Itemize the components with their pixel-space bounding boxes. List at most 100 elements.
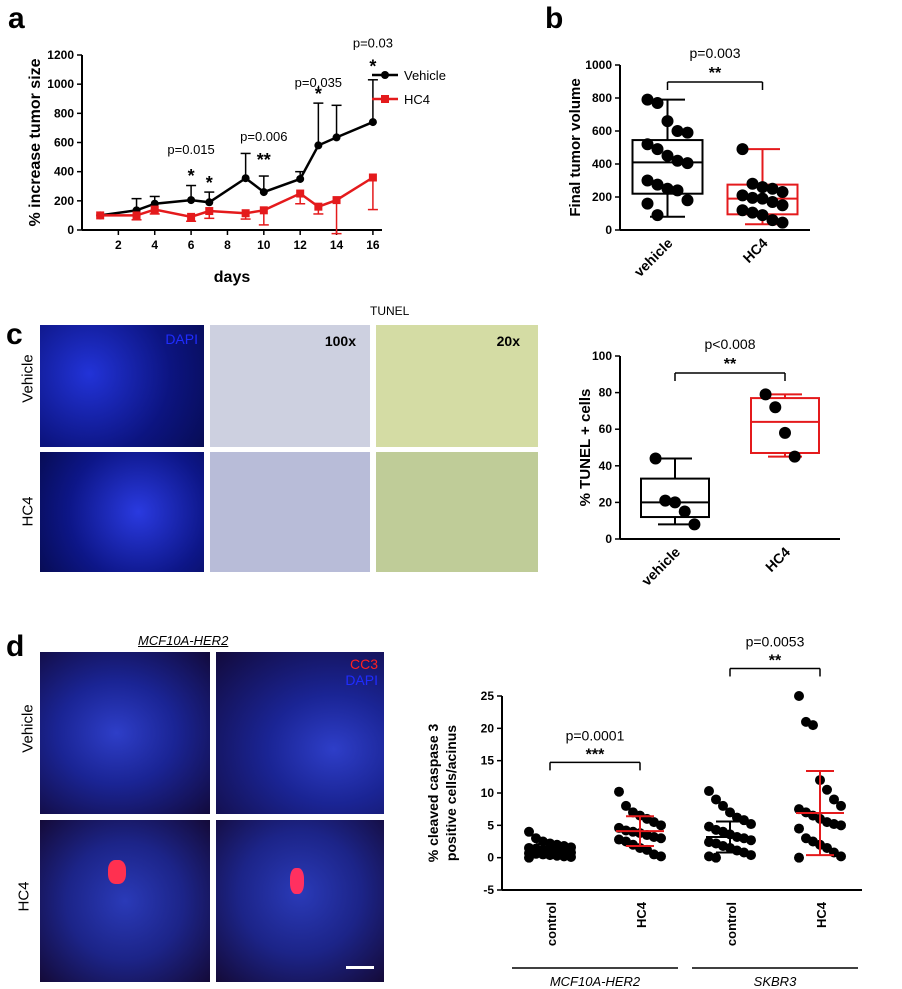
b-data-point <box>641 138 654 151</box>
panel-letter-a: a <box>8 2 25 35</box>
c-dapi-vehicle-image: DAPI <box>40 325 204 447</box>
d-data-point <box>614 786 624 797</box>
a-x-tick-label: 12 <box>294 238 308 252</box>
d-images-title: MCF10A-HER2 <box>138 633 229 648</box>
c-data-point <box>779 426 791 439</box>
c-data-point <box>788 450 801 463</box>
d-y-tick-label: 0 <box>487 851 494 865</box>
b-data-point <box>776 216 789 229</box>
d-y-tick-label: 20 <box>481 721 495 735</box>
d-data-point <box>794 691 804 701</box>
a-point-hc4 <box>259 206 268 215</box>
c-y-axis-label: % TUNEL + cells <box>577 389 594 507</box>
c-y-tick-label: 0 <box>605 532 612 546</box>
d-data-point <box>524 826 534 837</box>
c-data-point <box>769 401 782 414</box>
b-data-point <box>661 182 674 195</box>
a-point-vehicle <box>259 188 268 197</box>
b-data-point <box>776 199 789 212</box>
d-row-label-hc4: HC4 <box>15 881 33 912</box>
d-y-tick-label: 15 <box>481 754 495 768</box>
d-data-point <box>656 820 666 831</box>
d-scale-bar <box>346 966 374 969</box>
b-data-point <box>746 191 759 204</box>
a-annotation: p=0.03 <box>353 36 393 51</box>
a-x-tick-label: 14 <box>330 238 344 252</box>
b-data-point <box>736 204 749 217</box>
a-point-hc4 <box>296 189 305 198</box>
chart-c-tunel: 0 20 40 60 80 100 % TUNEL + cells vehicle HC4 p<0… <box>577 336 840 589</box>
a-y-tick-label: 200 <box>54 194 74 208</box>
a-x-tick-label: 8 <box>224 238 231 252</box>
d-data-point <box>822 784 832 795</box>
d-stars: *** <box>586 746 605 763</box>
a-point-vehicle <box>241 174 250 183</box>
c-stars: ** <box>724 356 737 373</box>
a-point-hc4 <box>332 196 341 205</box>
d-p-value: p=0.0053 <box>746 636 805 649</box>
panel-letter-b: b <box>545 2 564 35</box>
b-data-point <box>651 209 664 222</box>
d-data-point <box>725 807 735 818</box>
c-category-label: HC4 <box>762 544 793 575</box>
a-point-vehicle <box>368 118 377 127</box>
d-y-axis-label-line1: % cleaved caspase 3 <box>425 724 441 863</box>
d-vehicle-right-image: CC3 DAPI <box>216 652 384 814</box>
a-point-hc4 <box>314 202 323 211</box>
d-data-point <box>794 852 804 863</box>
c-row-label-vehicle: Vehicle <box>19 354 37 403</box>
d-data-point <box>524 852 534 863</box>
b-data-point <box>641 174 654 187</box>
a-y-tick-label: 1200 <box>47 48 74 62</box>
d-y-axis-label-line2: positive cells/acinus <box>443 725 459 861</box>
chart-a-tumor-size: 0 200 400 600 800 1000 1200 2 4 6 8 10 12 14 16 days % i… <box>27 36 446 286</box>
d-data-point <box>711 852 721 863</box>
a-point-hc4 <box>96 211 105 220</box>
d-y-tick-label: 10 <box>481 786 495 800</box>
b-data-point <box>776 186 789 199</box>
c-tunel-20x-vehicle-image: 20x <box>376 325 538 447</box>
d-data-point <box>808 720 818 731</box>
b-data-point <box>641 93 654 106</box>
c-dapi-hc4-image <box>40 452 204 572</box>
a-point-vehicle <box>332 133 341 142</box>
a-x-tick-label: 6 <box>188 238 195 252</box>
c-mag-100x-label: 100x <box>324 333 356 349</box>
a-legend-label-vehicle: Vehicle <box>404 68 446 83</box>
d-hc4-left-image <box>40 820 210 982</box>
c-row-label-hc4: HC4 <box>19 496 37 527</box>
b-y-tick-label: 600 <box>592 124 612 138</box>
c-y-tick-label: 40 <box>599 459 613 473</box>
d-dapi-label: DAPI <box>345 672 378 688</box>
a-point-hc4 <box>368 173 377 182</box>
b-data-point <box>671 125 684 137</box>
d-data-point <box>746 850 756 861</box>
b-y-tick-label: 0 <box>605 223 612 237</box>
b-data-point <box>766 214 779 227</box>
d-y-tick-label: 5 <box>487 818 494 832</box>
b-data-point <box>641 197 654 210</box>
panel-letter-d: d <box>6 630 25 663</box>
c-data-point <box>659 494 672 507</box>
a-point-hc4 <box>241 209 250 218</box>
a-annotation: * <box>188 166 195 186</box>
d-cc3-label: CC3 <box>349 656 378 672</box>
a-point-hc4 <box>132 211 141 220</box>
c-data-point <box>759 388 772 401</box>
b-data-point <box>671 184 684 197</box>
a-annotation: p=0.015 <box>167 142 214 157</box>
b-data-point <box>681 194 694 207</box>
d-data-point <box>656 833 666 844</box>
c-dapi-label: DAPI <box>165 331 198 347</box>
c-tunel-100x-hc4-image <box>210 452 370 572</box>
a-y-tick-label: 800 <box>54 106 74 120</box>
d-data-point <box>718 800 728 811</box>
c-category-label: vehicle <box>638 544 683 589</box>
b-category-label: vehicle <box>631 235 676 280</box>
a-legend-label-hc4: HC4 <box>404 92 430 107</box>
b-stars: ** <box>709 65 722 82</box>
d-y-tick-label: -5 <box>483 883 494 897</box>
b-y-tick-label: 200 <box>592 190 612 204</box>
d-data-point <box>704 786 714 797</box>
c-y-tick-label: 80 <box>599 386 613 400</box>
